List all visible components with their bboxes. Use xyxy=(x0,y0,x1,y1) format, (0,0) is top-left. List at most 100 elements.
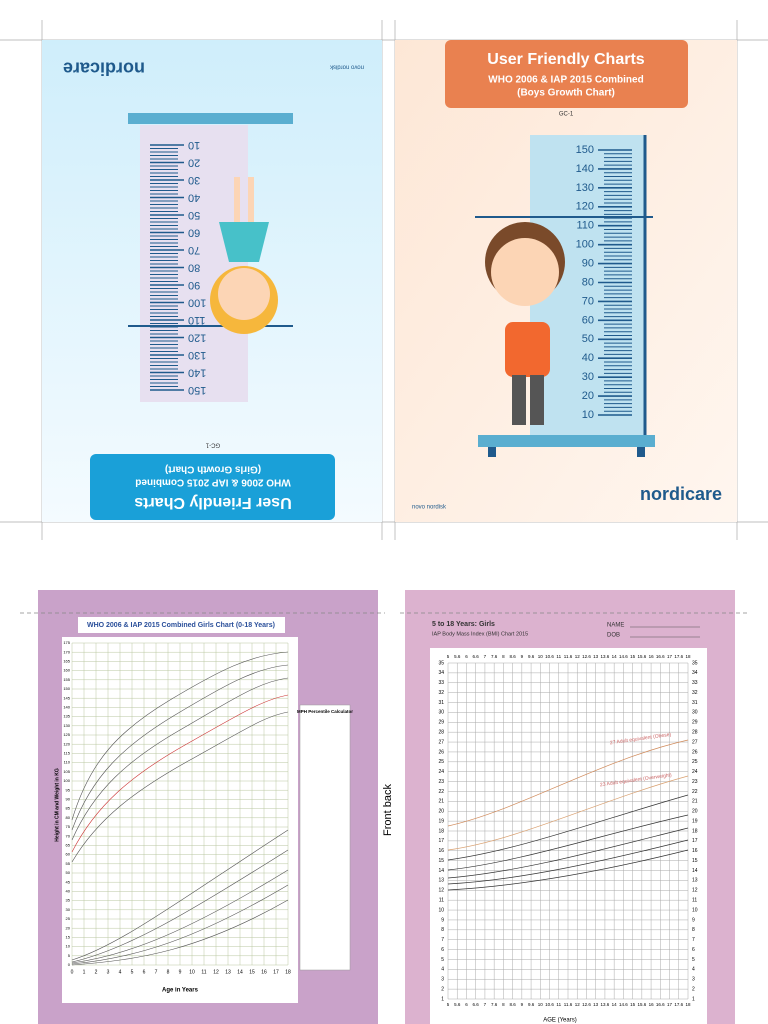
y-tick-label: 25 xyxy=(438,759,444,765)
x-tick-label: 13 xyxy=(225,969,231,975)
x-tick-label-top: 6 xyxy=(465,654,468,659)
y-tick-label: 31 xyxy=(438,700,444,706)
x-tick-label: 5.6 xyxy=(454,1002,461,1007)
x-tick-label: 8 xyxy=(502,1002,505,1007)
x-tick-label: 6 xyxy=(143,969,146,975)
y-tick-label-right: 17 xyxy=(692,838,698,844)
calculator xyxy=(299,704,351,971)
y-tick-label-right: 33 xyxy=(692,680,698,686)
bmi-curves xyxy=(447,739,689,891)
x-tick-label: 8.6 xyxy=(509,1002,516,1007)
ruler-label: 30 xyxy=(188,174,200,186)
ruler-label: 130 xyxy=(576,182,594,194)
y-tick-label: 22 xyxy=(438,789,444,795)
bmi-subtitle: IAP Body Mass Index (BMI) Chart 2015 xyxy=(432,631,528,637)
ruler-label: 50 xyxy=(188,209,200,221)
y-tick-label-right: 19 xyxy=(692,818,698,824)
code: GC-1 xyxy=(205,441,220,447)
title: User Friendly Charts xyxy=(487,51,644,68)
y-tick-label: 1 xyxy=(441,996,444,1002)
y-tick-label-right: 35 xyxy=(692,660,698,666)
x-tick-label: 7.6 xyxy=(491,1002,498,1007)
chart-name: (Boys Growth Chart) xyxy=(517,88,615,99)
ruler-label: 130 xyxy=(188,349,206,361)
y-tick-label: 35 xyxy=(438,660,444,666)
x-tick-label: 9 xyxy=(179,969,182,975)
y-tick-label: 110 xyxy=(64,760,71,765)
x-tick-label-top: 15.6 xyxy=(637,654,646,659)
y-tick-label: 100 xyxy=(63,778,70,783)
x-tick-label: 13.6 xyxy=(601,1002,610,1007)
x-tick-label-top: 17.6 xyxy=(674,654,683,659)
ruler-label: 100 xyxy=(576,239,594,251)
y-tick-label: 160 xyxy=(63,668,70,673)
y-tick-label: 24 xyxy=(438,769,444,775)
side-note: Front back xyxy=(382,784,394,836)
y-tick-label: 125 xyxy=(63,732,70,737)
y-tick-label: 5 xyxy=(68,953,71,958)
x-tick-label: 15 xyxy=(249,969,255,975)
y-tick-label: 140 xyxy=(63,704,70,709)
x-tick-label: 14 xyxy=(612,1002,618,1007)
title-box xyxy=(78,617,285,633)
ruler-label: 70 xyxy=(582,295,594,307)
ruler-label: 30 xyxy=(582,371,594,383)
x-label: AGE (Years) xyxy=(543,1018,576,1024)
x-tick-label-top: 9.6 xyxy=(528,654,535,659)
x-tick-label-top: 8.6 xyxy=(509,654,516,659)
y-tick-label: 33 xyxy=(438,680,444,686)
x-tick-label-top: 11.6 xyxy=(564,654,573,659)
x-tick-label-top: 6.6 xyxy=(473,654,480,659)
ruler-label: 140 xyxy=(576,163,594,175)
y-tick-label-right: 31 xyxy=(692,700,698,706)
y-tick-label: 15 xyxy=(66,934,71,939)
ruler-label: 50 xyxy=(582,333,594,345)
x-tick-label: 8 xyxy=(167,969,170,975)
y-tick-label: 75 xyxy=(66,824,71,829)
girl-face xyxy=(218,268,270,320)
ruler-label: 100 xyxy=(188,297,206,309)
y-tick-label: 120 xyxy=(63,741,70,746)
x-tick-label: 14 xyxy=(237,969,243,975)
x-tick-label: 12 xyxy=(575,1002,581,1007)
y-tick-label-right: 26 xyxy=(692,749,698,755)
x-tick-label-top: 7.6 xyxy=(491,654,498,659)
y-tick-label-right: 5 xyxy=(692,957,695,963)
x-tick-label: 11 xyxy=(201,969,206,975)
y-tick-label: 10 xyxy=(66,944,71,949)
x-tick-label-top: 11 xyxy=(556,654,561,659)
x-tick-label: 7 xyxy=(155,969,158,975)
y-tick-label: 32 xyxy=(438,690,444,696)
y-tick-label: 85 xyxy=(66,806,71,811)
x-tick-label: 16 xyxy=(261,969,267,975)
x-tick-label-top: 5.6 xyxy=(454,654,461,659)
y-tick-label-right: 16 xyxy=(692,848,698,854)
ruler-label: 40 xyxy=(188,192,200,204)
brand: nordicare xyxy=(63,58,145,78)
y-tick-label: 105 xyxy=(63,769,70,774)
y-tick-label: 150 xyxy=(63,686,70,691)
boy-shirt xyxy=(505,322,550,377)
y-tick-label: 70 xyxy=(66,833,71,838)
y-tick-label: 135 xyxy=(63,714,70,719)
y-tick-label: 17 xyxy=(438,838,444,844)
headboard xyxy=(128,113,293,124)
x-tick-label: 16 xyxy=(649,1002,655,1007)
x-tick-label: 3 xyxy=(107,969,110,975)
y-tick-label-right: 30 xyxy=(692,710,698,716)
x-tick-label-top: 5 xyxy=(447,654,450,659)
x-tick-label: 9 xyxy=(521,1002,524,1007)
y-tick-label: 13 xyxy=(438,878,444,884)
y-tick-label: 4 xyxy=(441,967,444,973)
y-tick-label-right: 8 xyxy=(692,927,695,933)
banner xyxy=(90,454,335,520)
brand: nordicare xyxy=(640,484,722,504)
girl-dress xyxy=(219,222,269,262)
y-tick-label-right: 6 xyxy=(692,947,695,953)
y-tick-label-right: 27 xyxy=(692,739,698,745)
y-tick-label: 175 xyxy=(63,640,70,645)
y-tick-label: 40 xyxy=(66,888,71,893)
y-tick-label-right: 22 xyxy=(692,789,698,795)
y-tick-label: 26 xyxy=(438,749,444,755)
